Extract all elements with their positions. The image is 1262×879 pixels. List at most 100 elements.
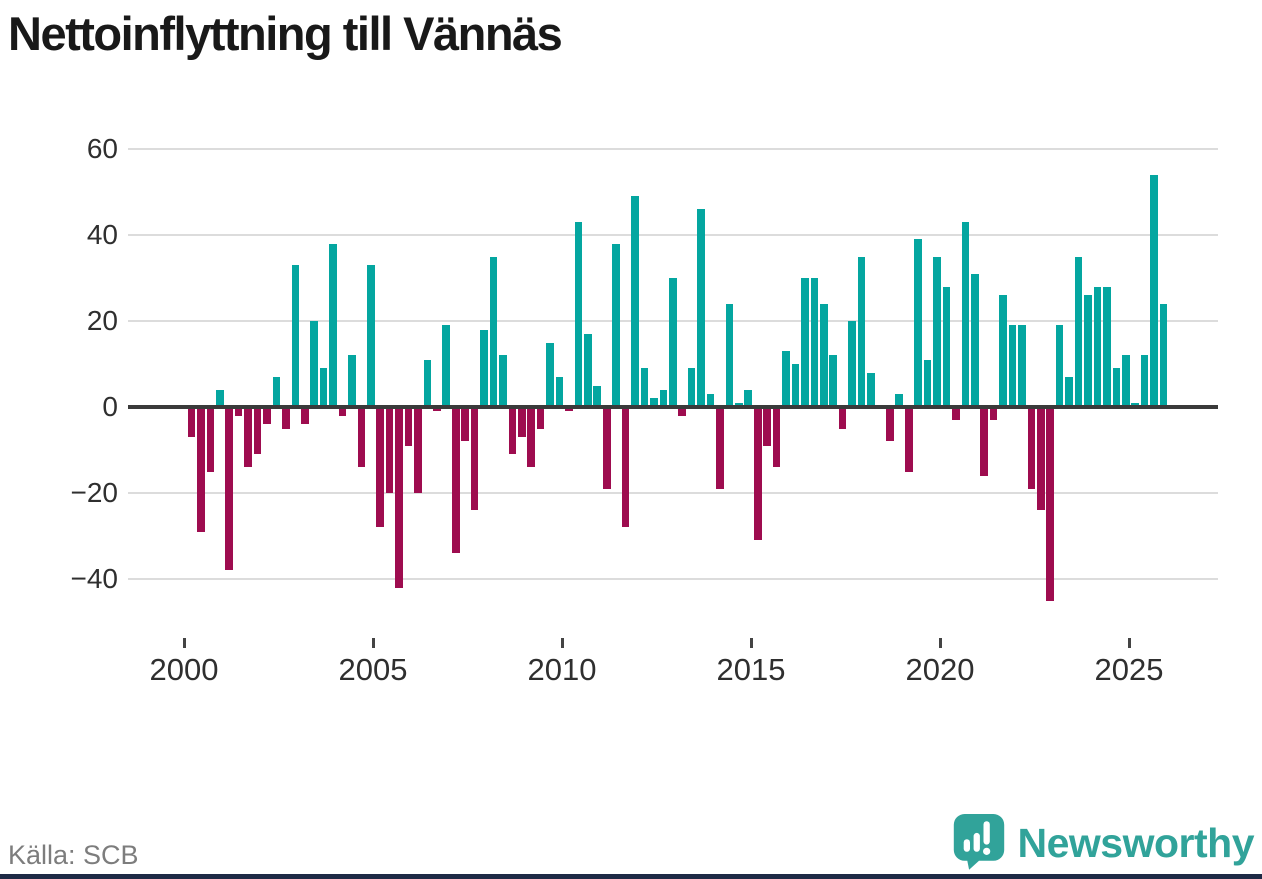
bar-2011-q1: [602, 407, 611, 489]
newsworthy-brand: Newsworthy: [952, 812, 1254, 875]
bar-2004-q1: [338, 407, 347, 416]
gridline--40: [128, 578, 1218, 580]
footer-accent-bar: [0, 874, 1262, 879]
x-axis-tick-2020: [939, 638, 942, 648]
bar-2017-q4: [857, 256, 866, 407]
bar-2001-q2: [234, 407, 243, 416]
bar-2018-q1: [867, 372, 875, 407]
source-caption: Källa: SCB: [8, 840, 139, 870]
bar-2013-q3: [697, 209, 705, 407]
y-axis-label-0: 0: [102, 391, 118, 422]
bar-2009-q4: [555, 376, 564, 407]
x-axis-label-2000: 2000: [149, 652, 219, 687]
bar-2006-q2: [423, 359, 432, 407]
bar-2022-q4: [1046, 407, 1055, 601]
bar-2010-q1: [565, 407, 573, 412]
bar-2011-q4: [631, 196, 639, 407]
bar-2018-q4: [895, 394, 904, 407]
gridline--20: [128, 492, 1218, 494]
bar-2020-q3: [961, 222, 970, 407]
bar-2014-q3: [735, 402, 743, 407]
bar-2023-q3: [1074, 256, 1083, 407]
x-axis-label-2005: 2005: [338, 652, 408, 687]
bar-2005-q3: [395, 407, 403, 588]
bar-2003-q3: [319, 368, 328, 407]
x-axis-tick-2025: [1128, 638, 1131, 648]
bar-2011-q2: [612, 243, 620, 407]
gridline-40: [128, 234, 1218, 236]
bar-2015-q1: [753, 407, 762, 541]
bar-2007-q3: [470, 407, 479, 511]
bar-2017-q1: [829, 355, 837, 407]
bar-2004-q4: [367, 265, 375, 407]
bar-2013-q1: [678, 407, 687, 416]
bar-2020-q1: [942, 286, 951, 407]
bar-2005-q4: [404, 407, 413, 446]
bar-2023-q4: [1084, 295, 1092, 407]
bar-2006-q3: [433, 407, 441, 412]
bar-2008-q3: [508, 407, 517, 455]
bar-2025-q1: [1131, 402, 1139, 407]
bar-2024-q1: [1093, 286, 1102, 407]
y-axis-label-40: 40: [86, 219, 118, 250]
bar-2013-q4: [706, 394, 715, 407]
bar-2014-q1: [716, 407, 724, 489]
bar-2024-q2: [1103, 286, 1111, 407]
bar-2009-q3: [546, 342, 554, 407]
bar-2016-q3: [810, 278, 819, 407]
bar-2020-q4: [970, 273, 979, 407]
newsworthy-logo-icon: [952, 812, 1006, 875]
bar-2003-q2: [310, 321, 318, 407]
bar-2020-q2: [952, 407, 960, 420]
x-axis-label-2015: 2015: [716, 652, 786, 687]
bar-2004-q3: [357, 407, 366, 468]
bar-2009-q2: [536, 407, 545, 429]
bar-2012-q4: [668, 278, 677, 407]
bar-2022-q3: [1037, 407, 1045, 511]
bar-2025-q2: [1140, 355, 1149, 407]
bar-2005-q1: [376, 407, 385, 528]
bar-2010-q2: [574, 222, 583, 407]
bar-2022-q1: [1018, 325, 1026, 407]
bar-2019-q3: [923, 359, 932, 407]
bar-2021-q3: [999, 295, 1007, 407]
bar-2017-q2: [838, 407, 847, 429]
chart-title: Nettoinflyttning till Vännäs: [8, 7, 563, 60]
bar-2002-q3: [282, 407, 290, 429]
bar-2001-q3: [244, 407, 252, 468]
bar-2021-q2: [989, 407, 998, 420]
bar-2021-q4: [1008, 325, 1017, 407]
bar-2021-q1: [980, 407, 988, 476]
bar-2000-q3: [206, 407, 215, 472]
bar-2000-q1: [187, 407, 196, 438]
bar-2010-q3: [584, 333, 592, 407]
bar-2024-q4: [1121, 355, 1130, 407]
x-axis-tick-2015: [750, 638, 753, 648]
bar-2016-q2: [801, 278, 809, 407]
bar-2007-q4: [480, 329, 488, 407]
bar-2001-q1: [225, 407, 234, 571]
bar-2018-q3: [886, 407, 894, 442]
bar-2016-q1: [791, 364, 800, 407]
x-axis-label-2020: 2020: [905, 652, 975, 687]
bar-2015-q2: [763, 407, 771, 446]
bar-2010-q4: [593, 385, 602, 407]
bar-2005-q2: [385, 407, 394, 493]
zero-baseline: [128, 405, 1218, 409]
bar-2013-q2: [687, 368, 696, 407]
bar-2011-q3: [621, 407, 630, 528]
bar-2002-q1: [263, 407, 271, 425]
bar-2023-q2: [1065, 376, 1073, 407]
y-axis-label-60: 60: [86, 133, 118, 164]
bar-2014-q2: [725, 303, 734, 407]
bar-2015-q3: [772, 407, 781, 468]
x-axis-tick-2005: [372, 638, 375, 648]
bar-2019-q2: [914, 239, 922, 407]
gridline-60: [128, 148, 1218, 150]
bar-2024-q3: [1112, 368, 1121, 407]
bar-2003-q4: [329, 243, 337, 407]
y-axis-label-20: 20: [86, 305, 118, 336]
bar-2019-q4: [933, 256, 941, 407]
y-axis-label--20: −20: [70, 477, 119, 508]
